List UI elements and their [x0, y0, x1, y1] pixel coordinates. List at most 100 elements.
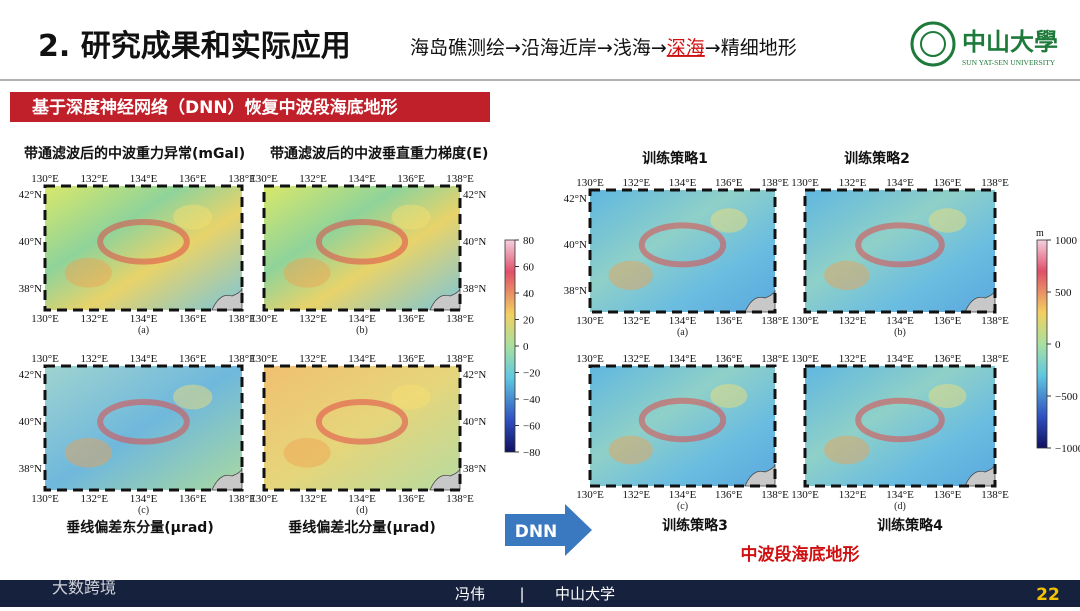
banner-text: 基于深度神经网络（DNN）恢复中波段海底地形 [31, 97, 398, 118]
lon-label: 132°E [299, 493, 327, 505]
map-frame [262, 184, 462, 312]
lon-label: 130°E [576, 489, 604, 501]
result-caption: 中波段海底地形 [741, 544, 860, 565]
lon-label: 134°E [130, 353, 158, 365]
footer [0, 580, 1080, 607]
lon-label: 132°E [622, 353, 650, 365]
map-feature [710, 384, 748, 408]
lon-label: 136°E [934, 489, 962, 501]
map-feature [391, 384, 431, 410]
colorbar-unit: m [1036, 228, 1044, 239]
dnn-label: DNN [515, 522, 558, 542]
lon-label: 130°E [576, 177, 604, 189]
lon-label: 138°E [228, 173, 256, 185]
map-image [45, 366, 242, 490]
map-feature [64, 437, 112, 468]
lon-label: 130°E [576, 315, 604, 327]
lon-label: 132°E [622, 177, 650, 189]
lon-label: 134°E [130, 173, 158, 185]
lon-label: 136°E [179, 173, 207, 185]
logo-cn: 中山大學 [962, 28, 1058, 56]
route-highlight: 深海 [667, 37, 705, 59]
lat-label: 40°N [19, 416, 42, 428]
map-feature [97, 398, 190, 445]
route-part: 海岛礁测绘→沿海近岸→浅海→ [410, 37, 667, 59]
lat-label: 42°N [463, 189, 486, 201]
lon-label: 136°E [715, 177, 743, 189]
map-land [744, 289, 776, 313]
colorbar-label: 500 [1055, 287, 1072, 299]
lon-label: 134°E [669, 489, 697, 501]
lon-label: 136°E [179, 313, 207, 325]
lon-label: 130°E [576, 353, 604, 365]
lon-label: 132°E [622, 315, 650, 327]
lon-label: 134°E [669, 315, 697, 327]
lon-label: 138°E [446, 493, 474, 505]
lat-label: 38°N [463, 463, 486, 475]
map-feature [710, 208, 748, 233]
lon-label: 130°E [791, 177, 819, 189]
lat-label: 40°N [564, 239, 587, 251]
lon-label: 138°E [981, 489, 1009, 501]
slide-title: 2. 研究成果和实际应用 [38, 29, 351, 64]
map-land [429, 467, 461, 491]
lon-label: 130°E [31, 313, 59, 325]
lon-label: 130°E [791, 353, 819, 365]
lon-label: 136°E [715, 489, 743, 501]
map-feature [283, 437, 331, 468]
panel-letter: (d) [894, 501, 906, 512]
colorbar-label: 20 [523, 315, 535, 327]
colorbar-label: −1000 [1055, 443, 1080, 455]
colorbar-label: 0 [1055, 339, 1061, 351]
panel-letter: (c) [138, 505, 149, 516]
lon-label: 138°E [228, 493, 256, 505]
lat-label: 40°N [463, 416, 486, 428]
route: 海岛礁测绘→沿海近岸→浅海→深海→精细地形 [410, 37, 797, 59]
heading: 带通滤波后的中波重力异常(mGal) [24, 145, 245, 162]
lon-label: 136°E [397, 353, 425, 365]
lat-label: 42°N [19, 369, 42, 381]
caption: 垂线偏差北分量(μrad) [288, 519, 435, 536]
map-feature [824, 260, 870, 291]
colorbar-label: 60 [523, 262, 535, 274]
lon-label: 138°E [761, 353, 789, 365]
lon-label: 134°E [348, 353, 376, 365]
map-feature [608, 435, 653, 465]
lon-label: 134°E [669, 177, 697, 189]
lon-label: 132°E [839, 315, 867, 327]
lon-label: 130°E [250, 313, 278, 325]
map-feature [391, 204, 431, 230]
map-feature [928, 384, 967, 408]
caption: 垂线偏差东分量(μrad) [66, 519, 213, 536]
map-frame [803, 188, 997, 314]
route-part: →精细地形 [705, 37, 797, 59]
footer-author: 冯伟 [455, 585, 485, 603]
lat-label: 42°N [463, 369, 486, 381]
lon-label: 134°E [886, 315, 914, 327]
lon-label: 130°E [250, 173, 278, 185]
map-feature [173, 384, 213, 410]
lon-label: 130°E [250, 353, 278, 365]
map-feature [855, 397, 945, 443]
lat-label: 40°N [19, 236, 42, 248]
colorbar-label: −500 [1055, 391, 1078, 403]
watermark: 大数跨境 [52, 578, 116, 597]
map-frame [588, 188, 777, 314]
lon-label: 134°E [886, 489, 914, 501]
colorbar-label: −60 [523, 421, 541, 433]
lon-label: 136°E [179, 353, 207, 365]
colorbar [1036, 239, 1048, 449]
map-feature [608, 260, 653, 291]
footer-org: 中山大学 [555, 585, 615, 603]
map-frame [43, 184, 244, 312]
lon-label: 134°E [886, 177, 914, 189]
map-feature [64, 257, 112, 288]
dnn-arrow [505, 504, 592, 556]
colorbar [504, 239, 516, 453]
lon-label: 132°E [299, 353, 327, 365]
map-feature [97, 218, 190, 265]
lon-label: 138°E [228, 313, 256, 325]
lon-label: 132°E [80, 173, 108, 185]
map-land [211, 467, 243, 491]
